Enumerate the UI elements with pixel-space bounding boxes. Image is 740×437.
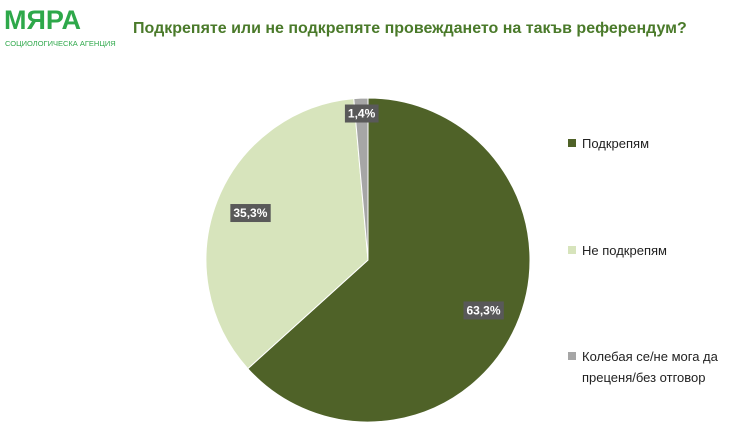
legend-label: Колебая се/не мога да преценя/без отгово… (582, 349, 718, 385)
pie-slice (205, 98, 369, 370)
legend-item: Подкрепям (568, 133, 740, 154)
legend-swatch (568, 139, 576, 147)
data-label-group: 1,4% (344, 104, 379, 123)
data-label-box (463, 301, 504, 320)
data-label: 1,4% (348, 107, 376, 121)
legend-item: Колебая се/не мога да преценя/без отгово… (568, 346, 740, 388)
legend-label: Подкрепям (582, 136, 650, 151)
legend-item: Не подкрепям (568, 240, 740, 261)
data-label-box (230, 204, 271, 223)
data-label: 63,3% (466, 303, 500, 317)
chart-title: Подкрепяте или не подкрепяте провежданет… (133, 20, 687, 37)
data-label: 35,3% (233, 206, 267, 220)
data-label-group: 63,3% (463, 301, 504, 320)
data-label-group: 35,3% (230, 204, 271, 223)
data-label-box (344, 104, 379, 123)
logo-name: МЯРА (4, 5, 81, 35)
pie-slice (353, 97, 369, 261)
logo-tagline: СОЦИОЛОГИЧЕСКА АГЕНЦИЯ (5, 39, 116, 48)
pie-slice (247, 97, 531, 423)
legend-swatch (568, 246, 576, 254)
legend-label: Не подкрепям (582, 243, 667, 258)
legend-swatch (568, 352, 576, 360)
